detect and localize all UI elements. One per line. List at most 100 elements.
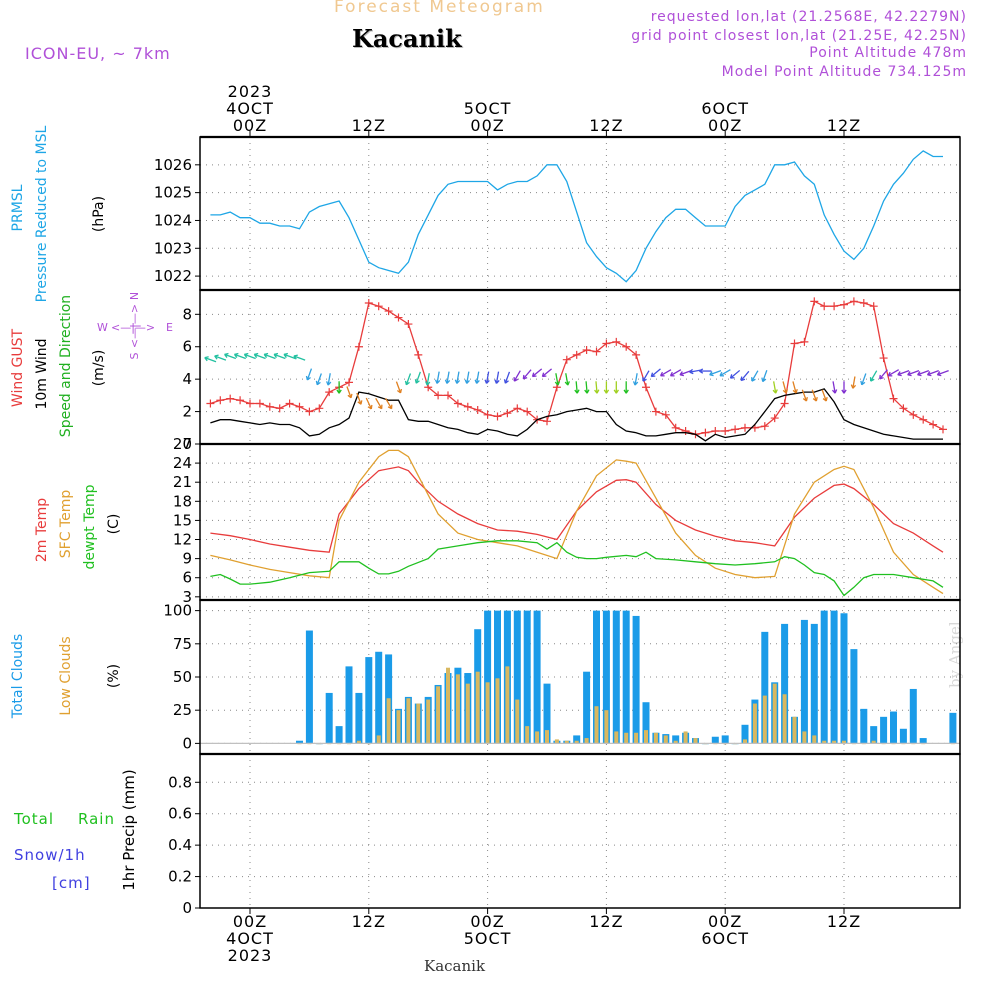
gust-marker [681, 427, 690, 436]
compass-n: N [128, 292, 141, 300]
gust-marker [671, 423, 680, 432]
bar-low-clouds [386, 698, 391, 744]
wind-arrow [273, 353, 286, 360]
y-tick-label: 6 [182, 338, 192, 356]
wind-arrow-head [917, 371, 922, 377]
y-tick-label: 24 [173, 454, 192, 472]
gust-marker [305, 407, 314, 416]
bar-low-clouds [446, 667, 450, 744]
gust-marker [760, 422, 769, 431]
top-time-label: 2023 [228, 82, 273, 101]
y-tick-label: 100 [163, 602, 192, 620]
wind-arrow-head [513, 377, 519, 382]
bar-total-clouds [335, 726, 343, 744]
bar-low-clouds [396, 710, 401, 744]
y-tick-label: 9 [182, 550, 192, 568]
bar-total-clouds [820, 610, 828, 744]
bar-low-clouds [376, 735, 381, 744]
wind-arrow-head [679, 371, 685, 377]
bar-low-clouds [792, 716, 797, 744]
temp-label-sfc: SFC Temp [58, 490, 74, 559]
bar-total-clouds [325, 692, 333, 744]
gust-marker [780, 399, 789, 408]
gust-marker [622, 342, 631, 351]
wind-arrow [446, 371, 450, 384]
top-time-label: 4OCT [226, 99, 274, 118]
bar-total-clouds [761, 631, 769, 744]
bar-low-clouds [455, 674, 460, 744]
wind-arrow-head [336, 389, 342, 394]
temp-label-dewpt: dewpt Temp [82, 484, 98, 569]
wind-arrow-head [802, 396, 808, 402]
wind-arrow [927, 370, 939, 376]
wind-arrow [811, 389, 817, 402]
gust-marker [859, 298, 868, 307]
top-time-label: 5OCT [464, 99, 512, 118]
y-tick-label: 18 [173, 492, 192, 510]
bar-low-clouds [416, 703, 421, 744]
wind-arrow-head [425, 381, 431, 386]
wind-arrow [852, 376, 856, 389]
station-title: Kacanik [352, 24, 462, 53]
gust-marker [830, 302, 839, 311]
wind-arrow-head [263, 352, 269, 358]
precip-label-cm: [cm] [52, 874, 91, 892]
gust-marker [453, 399, 462, 408]
wind-arrow-head [293, 354, 298, 360]
y-tick-label: 1026 [154, 156, 192, 174]
panel-precip: 0 0.2 0.4 0.6 0.8 [168, 752, 961, 917]
bar-low-clouds [822, 740, 827, 744]
compass-ns-arrow: <—|—> [128, 304, 141, 348]
pressure-label-prmsl: PRMSL [10, 184, 26, 231]
wind-arrow-head [347, 393, 353, 399]
bottom-time-label: 12Z [589, 912, 623, 931]
gust-marker [434, 391, 443, 400]
wind-arrow [937, 370, 949, 376]
wind-arrow-head [822, 396, 828, 402]
bar-low-clouds [525, 726, 530, 744]
wind-arrow [907, 370, 920, 376]
gust-marker [612, 337, 621, 346]
wind-arrow-head [650, 372, 656, 378]
wind-arrow [346, 386, 352, 398]
bar-low-clouds [663, 735, 668, 744]
gust-marker [226, 394, 235, 403]
bar-low-clouds [832, 740, 837, 744]
wind-arrow [730, 369, 741, 379]
wind-arrow [541, 368, 553, 378]
y-tick-label: 27 [173, 435, 192, 453]
wind-arrow-head [554, 381, 561, 386]
bar-total-clouds [711, 736, 719, 744]
gust-marker [543, 417, 551, 426]
y-tick-label: 2 [182, 403, 192, 421]
wind-arrow [719, 369, 731, 377]
bar-total-clouds [642, 702, 650, 744]
wind-arrow [522, 369, 532, 380]
wind-arrow [887, 369, 900, 377]
wind-arrow-head [541, 372, 547, 378]
top-time-label: 00Z [233, 116, 267, 135]
gust-marker [849, 297, 858, 306]
wind-arrow [224, 353, 237, 360]
gust-marker [275, 404, 284, 413]
wind-arrow [660, 369, 672, 377]
wind-arrow-head [233, 352, 239, 358]
wind-arrow [495, 371, 500, 384]
wind-arrow [575, 381, 578, 394]
wind-arrow-head [283, 352, 289, 358]
bar-low-clouds [574, 740, 579, 744]
wind-arrow-head [709, 371, 714, 377]
wind-arrow-head [243, 352, 249, 358]
panel-wind: 0 2 4 6 8 [182, 288, 961, 453]
bar-low-clouds [535, 731, 540, 744]
gust-marker [444, 391, 452, 400]
gust-marker [523, 407, 532, 416]
wind-label-direction: Speed and Direction [58, 295, 74, 437]
clouds-label-total: Total Clouds [10, 634, 26, 719]
bar-low-clouds [584, 738, 589, 744]
product-title: Forecast Meteogram [334, 0, 545, 17]
gust-marker [216, 396, 225, 405]
y-tick-label: 21 [173, 473, 192, 491]
wind-arrow-head [936, 371, 942, 377]
